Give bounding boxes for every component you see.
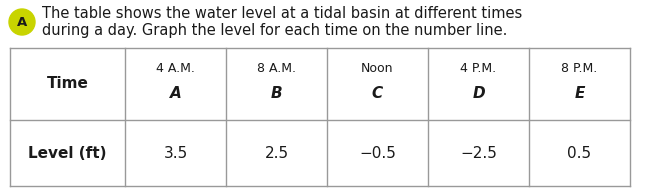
Text: during a day. Graph the level for each time on the number line.: during a day. Graph the level for each t… (42, 22, 508, 37)
Text: 4 P.M.: 4 P.M. (461, 61, 497, 74)
Text: Time: Time (46, 76, 88, 92)
Text: E: E (574, 87, 584, 102)
Text: B: B (271, 87, 283, 102)
Text: 4 A.M.: 4 A.M. (156, 61, 195, 74)
Bar (10, 48, 630, 186)
Text: 3.5: 3.5 (163, 146, 188, 161)
Text: 8 P.M.: 8 P.M. (561, 61, 598, 74)
Circle shape (9, 9, 35, 35)
Text: −2.5: −2.5 (460, 146, 497, 161)
Text: 8 A.M.: 8 A.M. (257, 61, 296, 74)
Text: −0.5: −0.5 (359, 146, 396, 161)
Text: The table shows the water level at a tidal basin at different times: The table shows the water level at a tid… (42, 7, 522, 22)
Text: 0.5: 0.5 (568, 146, 591, 161)
Text: A: A (17, 16, 27, 28)
Text: C: C (372, 87, 383, 102)
Text: Noon: Noon (361, 61, 393, 74)
Text: Level (ft): Level (ft) (28, 146, 107, 161)
Text: D: D (472, 87, 485, 102)
Text: A: A (170, 87, 181, 102)
Text: 2.5: 2.5 (264, 146, 288, 161)
